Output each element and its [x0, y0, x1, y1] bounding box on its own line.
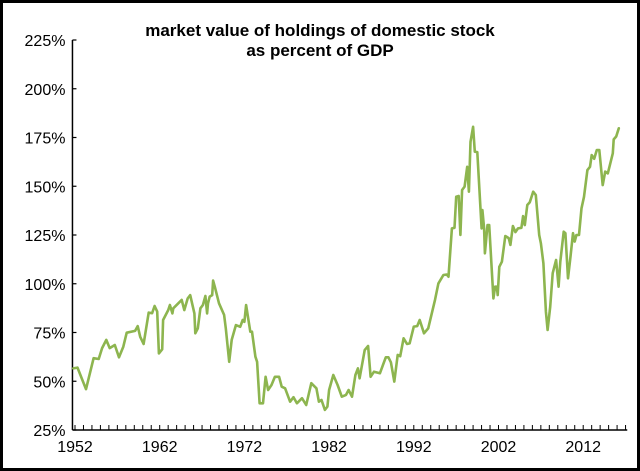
y-tick-label: 100%	[25, 277, 66, 294]
series-line	[72, 125, 621, 412]
y-tick-label: 225%	[25, 33, 66, 50]
x-tick-label: 1992	[396, 439, 432, 456]
y-tick-label: 50%	[33, 374, 65, 391]
y-tick-label: 200%	[25, 82, 66, 99]
x-tick-label: 2002	[481, 439, 517, 456]
chart-title: market value of holdings of domestic sto…	[145, 21, 495, 40]
y-tick-label: 150%	[25, 179, 66, 196]
chart-subtitle: as percent of GDP	[246, 41, 393, 60]
series-group	[72, 125, 621, 412]
x-tick-label: 1962	[142, 439, 178, 456]
y-tick-label: 75%	[33, 326, 65, 343]
axes: 25% 50% 75% 100% 125% 150% 175% 200% 225% 1952 196…	[25, 33, 628, 456]
y-tick-label: 175%	[25, 131, 66, 148]
x-tick-label: 1952	[57, 439, 93, 456]
x-tick-label: 1982	[311, 439, 347, 456]
y-tick-label: 125%	[25, 228, 66, 245]
x-tick-label: 2012	[565, 439, 601, 456]
x-tick-label: 1972	[227, 439, 263, 456]
y-tick-label: 25%	[33, 423, 65, 440]
